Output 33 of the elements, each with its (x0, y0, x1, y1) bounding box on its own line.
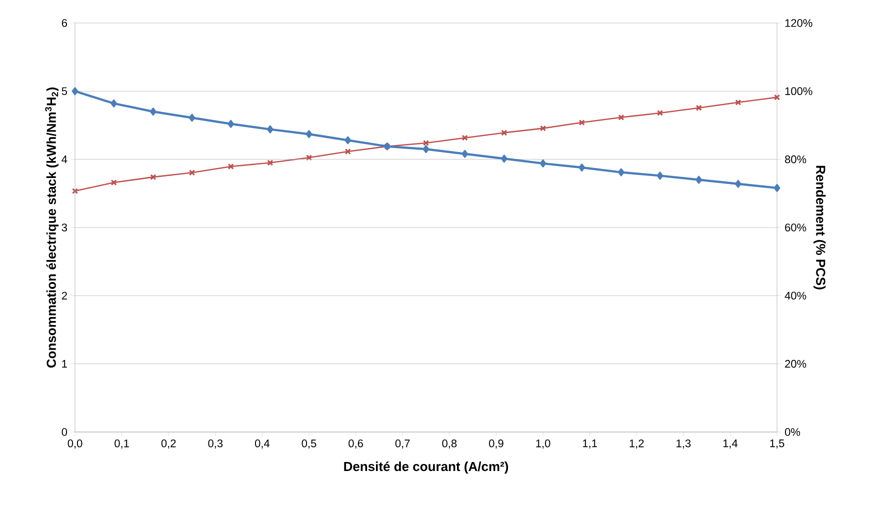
x-tick-label: 0,7 (395, 440, 410, 449)
x-tick-label: 0,5 (302, 440, 316, 449)
y-tick-label: 0 (62, 428, 68, 436)
x-tick-label: 1,0 (536, 440, 550, 449)
x-tick-label: 0,9 (488, 440, 504, 449)
y2-tick-label: 0% (784, 428, 800, 436)
y-tick-label: 2 (62, 292, 67, 300)
y2-axis-title: Rendement (% PCS) (814, 166, 826, 290)
y-tick-label: 4 (62, 156, 68, 164)
x-tick-label: 1,4 (723, 440, 738, 448)
x-tick-label: 0,3 (208, 440, 223, 449)
x-tick-label: 0,1 (114, 440, 129, 449)
y-axis-title: Consommation électrique stack (kWh/Nm$^{3}$H$_{2}$) (45, 88, 59, 368)
y2-tick-label: 100% (785, 87, 812, 96)
x-tick-label: 1,1 (583, 440, 597, 448)
x-tick-label: 1,5 (770, 440, 784, 448)
x-axis-title: Densité de courant (A/cm²) (344, 461, 508, 474)
y2-tick-label: 80% (785, 155, 806, 164)
y-tick-label: 6 (62, 19, 68, 27)
x-tick-label: 0,4 (254, 440, 270, 449)
x-tick-label: 1,3 (676, 440, 691, 449)
x-tick-label: 0,0 (68, 440, 82, 449)
x-tick-label: 1,2 (630, 440, 644, 449)
y2-tick-label: 60% (785, 224, 806, 232)
y2-tick-label: 20% (785, 360, 806, 368)
y-tick-label: 5 (62, 87, 68, 96)
x-tick-label: 0,6 (348, 440, 363, 449)
y2-tick-label: 40% (784, 292, 806, 300)
y-tick-label: 3 (62, 224, 68, 232)
y2-tick-label: 120% (785, 19, 812, 27)
x-tick-label: 0,8 (442, 440, 457, 449)
x-tick-label: 0,2 (161, 440, 176, 449)
y-tick-label: 1 (62, 360, 67, 368)
